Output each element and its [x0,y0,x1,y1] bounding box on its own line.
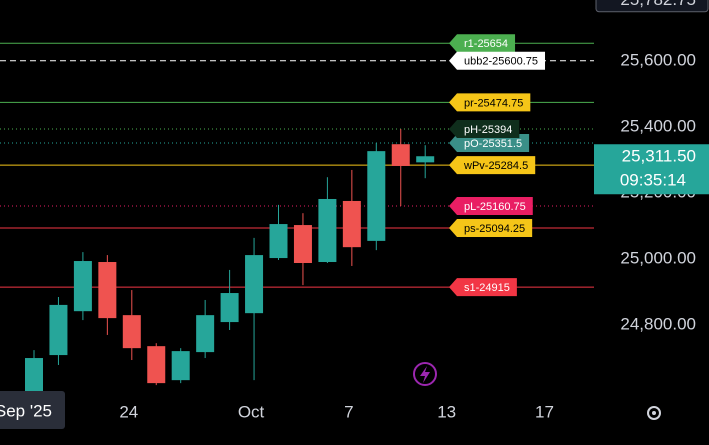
candle-body [367,151,386,241]
level-tag-label: s1-24915 [464,282,510,294]
x-tick-label: 17 [535,402,554,421]
level-tags: r1-25654 ubb2-25600.75 pr-25474.75 pO-25351… [449,34,546,297]
x-tick-label: Oct [238,402,265,421]
candle-body [416,156,435,163]
level-tag-label: pL-25160.75 [464,201,526,213]
alert-ring [413,362,437,386]
level-tag-box [449,93,531,112]
level-tag: wPv-25284.5 [449,156,536,175]
gear-hub [652,411,656,415]
time-axis: Sep '25 24 Oct 7 13 17 [0,391,554,429]
candle-body [122,315,141,349]
candle-body [25,358,43,395]
y-tick-label: 25,600.00 [620,51,696,70]
countdown-label: 09:35:14 [620,171,686,190]
level-tag: pO-25351.5 [449,134,530,153]
y-tick-label: 25,000.00 [620,249,696,268]
candle-body [49,304,68,356]
level-tag: pH-25394 [449,120,520,139]
level-tag-box [449,218,533,237]
level-tag-label: pr-25474.75 [464,97,523,109]
y-tick-label: 24,800.00 [620,315,696,334]
candle-body [245,255,264,314]
high-marker-label: 25,782.75 [620,0,696,9]
level-tag-box [449,196,533,215]
level-tag-label: wPv-25284.5 [463,160,528,172]
level-tag: r1-25654 [449,34,516,53]
level-tag-box [449,156,536,175]
alert-bolt [420,366,430,383]
level-tag-label: pH-25394 [464,124,512,136]
candle-body [147,346,166,384]
alert-icon[interactable] [413,362,437,386]
x-tick-label: Sep '25 [0,401,52,420]
gear-ring [647,406,661,420]
level-tag-box [449,120,520,139]
level-tag-label: pO-25351.5 [464,138,522,150]
candle-body [98,262,117,319]
level-tag-label: r1-25654 [464,38,508,50]
last-price-label: 25,311.50 [622,147,696,166]
y-tick-label: 25,400.00 [620,117,696,136]
candle-body [269,224,288,259]
candles [25,129,435,401]
x-label-box [0,391,65,429]
level-tag-label: ps-25094.25 [464,223,525,235]
candle-body [196,315,215,353]
candle-body [220,293,239,323]
level-tag-box [449,34,516,53]
candle-body [171,351,190,381]
level-tag: pr-25474.75 [449,93,531,112]
settings-icon[interactable] [647,406,661,420]
candle-body [391,144,410,166]
level-tag: s1-24915 [449,278,517,297]
candle-body [293,225,312,264]
x-tick-label: 24 [119,402,138,421]
level-tag: ubb2-25600.75 [449,51,546,70]
x-tick-label: 7 [344,402,353,421]
level-tag-label: ubb2-25600.75 [464,56,538,68]
candle-body [73,261,92,312]
candle-body [342,200,361,248]
high-marker-box [595,0,709,13]
level-tag-box [449,278,517,297]
level-tag-box [449,51,546,70]
price-axis: 24,800.0025,000.0025,200.0025,400.0025,6… [594,0,709,334]
level-tag: pL-25160.75 [449,196,533,215]
x-tick-label: 13 [437,402,456,421]
candle-body [318,198,337,263]
level-tag-box [449,134,530,153]
last-price-box [594,144,709,195]
level-tag: ps-25094.25 [449,218,533,237]
